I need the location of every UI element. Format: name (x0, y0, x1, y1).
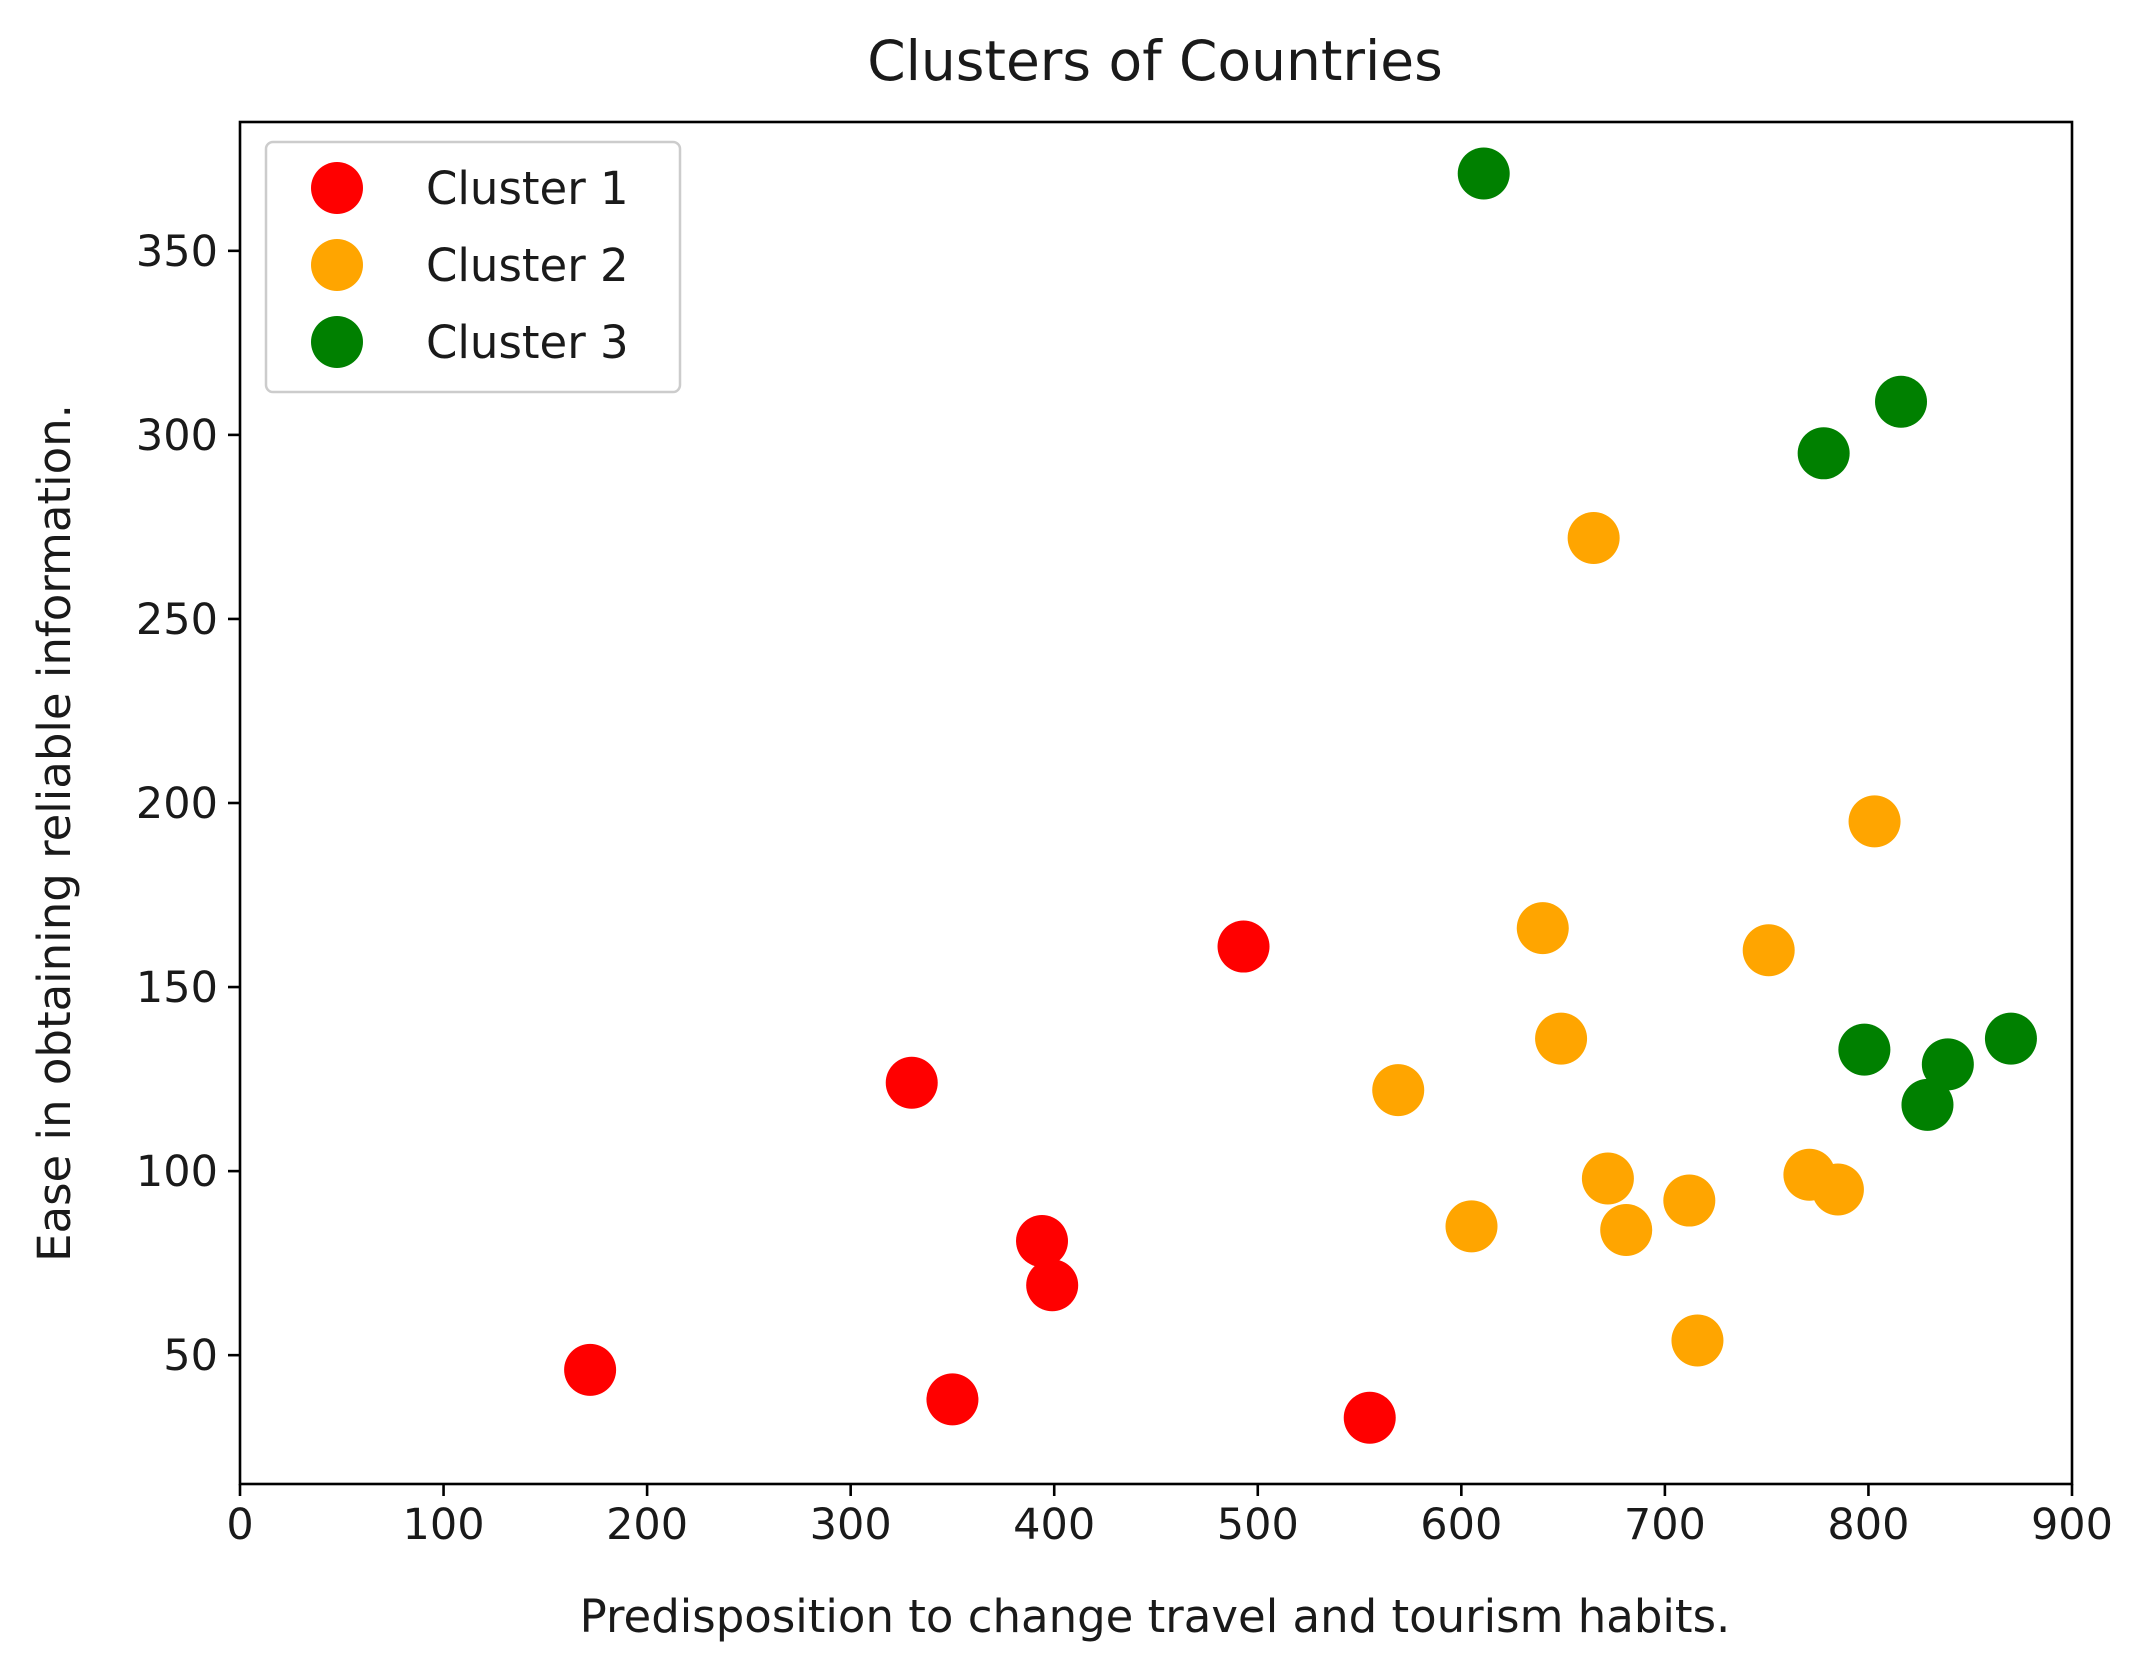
data-point (1875, 375, 1928, 428)
y-tick-label: 200 (136, 779, 218, 829)
legend: Cluster 1 Cluster 2 Cluster 3 (264, 140, 682, 394)
x-tick-label: 900 (2031, 1500, 2113, 1550)
data-point (1663, 1174, 1716, 1227)
data-point (1848, 795, 1901, 848)
legend-label: Cluster 3 (426, 316, 629, 369)
y-tick-label: 350 (136, 227, 218, 277)
x-tick-label: 400 (1013, 1500, 1095, 1550)
data-point (1457, 147, 1510, 200)
chart-title: Clusters of Countries (867, 29, 1443, 93)
x-tick-label: 0 (226, 1500, 253, 1550)
x-axis-ticks: 0 100 200 300 400 500 600 700 800 900 (226, 1484, 2113, 1550)
legend-items: Cluster 1 Cluster 2 Cluster 3 (311, 162, 629, 369)
data-point (1600, 1204, 1653, 1257)
x-tick-label: 700 (1624, 1500, 1706, 1550)
series-cluster-1 (564, 920, 1396, 1444)
data-point (1535, 1012, 1588, 1065)
y-tick-label: 50 (163, 1331, 218, 1381)
data-point (1516, 902, 1569, 955)
data-point (1811, 1163, 1864, 1216)
data-point (1372, 1064, 1425, 1117)
data-point (1921, 1038, 1974, 1091)
data-point (1581, 1152, 1634, 1205)
data-point (1217, 920, 1270, 973)
legend-label: Cluster 1 (426, 162, 629, 215)
x-tick-label: 300 (810, 1500, 892, 1550)
x-axis-label: Predisposition to change travel and tour… (580, 1590, 1731, 1643)
y-tick-label: 250 (136, 595, 218, 645)
y-axis-ticks: 50 100 150 200 250 300 350 (136, 227, 240, 1381)
data-point (564, 1343, 617, 1396)
legend-box (264, 140, 682, 394)
series-cluster-3 (1457, 147, 2037, 1131)
data-point (1567, 511, 1620, 564)
y-tick-label: 300 (136, 411, 218, 461)
data-point (1901, 1078, 1954, 1131)
data-point (1026, 1259, 1079, 1312)
data-point (1742, 924, 1795, 977)
data-point (885, 1056, 938, 1109)
data-point (1838, 1023, 1891, 1076)
y-axis-label: Ease in obtaining reliable information. (28, 404, 81, 1262)
data-points (564, 147, 2037, 1444)
x-tick-label: 600 (1420, 1500, 1502, 1550)
x-tick-label: 200 (606, 1500, 688, 1550)
legend-label: Cluster 2 (426, 239, 629, 292)
x-tick-label: 800 (1827, 1500, 1909, 1550)
series-cluster-2 (1372, 511, 1901, 1367)
data-point (926, 1373, 979, 1426)
data-point (1984, 1012, 2037, 1065)
x-tick-label: 500 (1217, 1500, 1299, 1550)
data-point (1445, 1200, 1498, 1253)
data-point (1797, 427, 1850, 480)
data-point (1016, 1215, 1069, 1268)
legend-marker (311, 316, 363, 368)
x-tick-label: 100 (403, 1500, 485, 1550)
data-point (1671, 1314, 1724, 1367)
y-tick-label: 150 (136, 963, 218, 1013)
data-point (1343, 1391, 1396, 1444)
y-tick-label: 100 (136, 1147, 218, 1197)
legend-marker (311, 162, 363, 214)
legend-marker (311, 239, 363, 291)
plot-area: 0 100 200 300 400 500 600 700 800 900 50 100 150 200… (136, 120, 2113, 1550)
